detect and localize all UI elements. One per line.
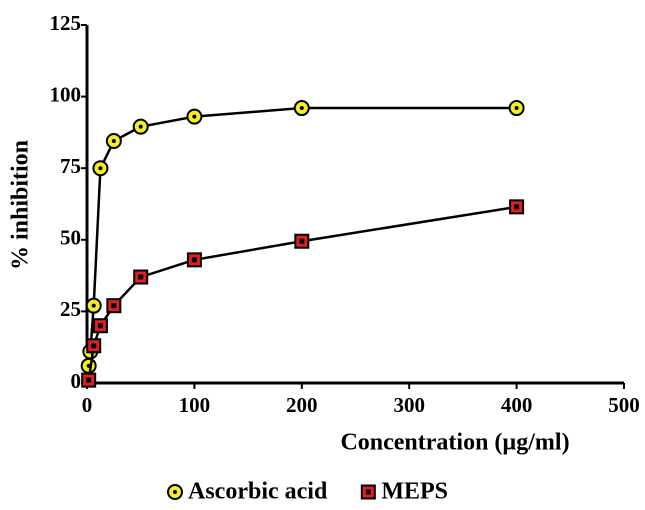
marker [85,297,102,314]
marker [92,160,109,177]
x-tick-label: 400 [501,393,533,417]
point-center [299,238,305,244]
marker [360,484,376,500]
point-center [514,204,520,210]
x-tick-label: 500 [608,393,640,417]
marker [81,372,97,388]
y-tick-label: 50 [60,226,81,250]
x-tick-label: 300 [393,393,425,417]
point-center [91,303,96,308]
marker [186,252,202,268]
series-line [87,205,517,381]
point-center [138,274,144,280]
y-tick-label: 0 [71,369,82,393]
point-center [514,106,519,111]
point-center [191,257,197,263]
marker [133,269,149,285]
y-axis-label: % inhibition [8,140,34,270]
marker [86,338,102,354]
x-tick-label: 100 [179,393,211,417]
x-tick-label: 0 [82,393,93,417]
marker [106,298,122,314]
point-center [365,489,371,495]
x-tick-label: 200 [286,393,318,417]
y-tick-label: 125 [50,11,82,35]
point-center [299,106,304,111]
point-center [86,377,92,383]
y-tick-label: 100 [50,82,82,106]
marker [508,100,525,117]
point-center [173,490,177,494]
point-center [138,124,143,129]
marker [509,199,525,215]
marker [132,118,149,135]
marker [186,108,203,125]
point-center [192,114,197,119]
point-center [97,323,103,329]
marker [294,233,310,249]
y-tick-label: 25 [60,297,81,321]
y-tick-label: 75 [60,154,81,178]
point-center [111,138,116,143]
legend-label: Ascorbic acid [188,479,328,505]
marker [293,100,310,117]
point-center [111,303,117,309]
legend-label: MEPS [381,479,448,505]
x-axis-label: Concentration (µg/ml) [340,430,569,456]
marker [105,132,122,149]
point-center [98,166,103,171]
marker [167,484,183,500]
marker [80,357,97,374]
point-center [91,343,97,349]
marker [92,318,108,334]
